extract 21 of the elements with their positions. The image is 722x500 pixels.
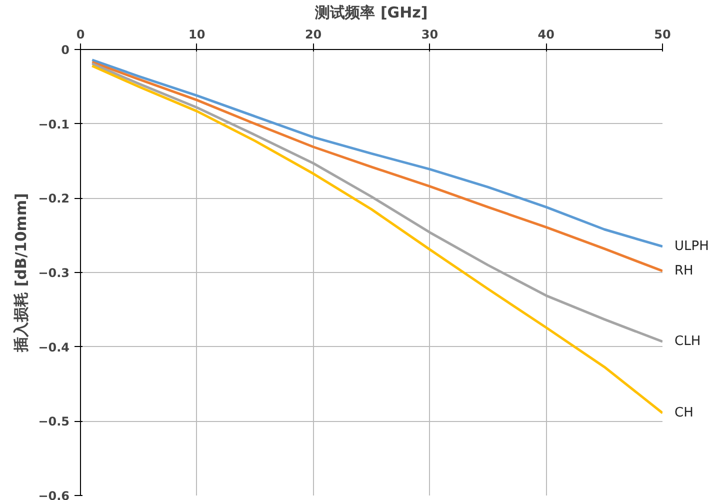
x-tick-label: 20 (304, 28, 322, 42)
x-tick-label: 0 (76, 28, 85, 42)
x-tick-label: 30 (421, 28, 438, 42)
x-tick-label: 50 (654, 28, 671, 42)
y-tick-label: 0 (61, 43, 70, 57)
y-axis-title: 插入损耗 [dB/10mm] (12, 193, 30, 353)
series-label: RH (674, 264, 694, 279)
x-axis-title: 测试频率 [GHz] (314, 4, 428, 22)
line-series (90, 62, 662, 343)
x-tick-label: 40 (538, 28, 554, 42)
y-tick-label: −0.5 (38, 414, 70, 429)
y-tick-label: −0.2 (38, 192, 70, 206)
series-label: CLH (674, 334, 701, 350)
y-tick-label: −0.1 (38, 117, 70, 132)
x-tick-label: 10 (188, 28, 206, 42)
line-series (90, 64, 662, 414)
y-tick-label: −0.4 (38, 340, 70, 354)
y-tick-label: −0.3 (38, 266, 70, 280)
y-tick-label: −0.6 (38, 489, 70, 500)
series-label: ULPH (674, 238, 709, 254)
series-label: CH (674, 405, 694, 420)
